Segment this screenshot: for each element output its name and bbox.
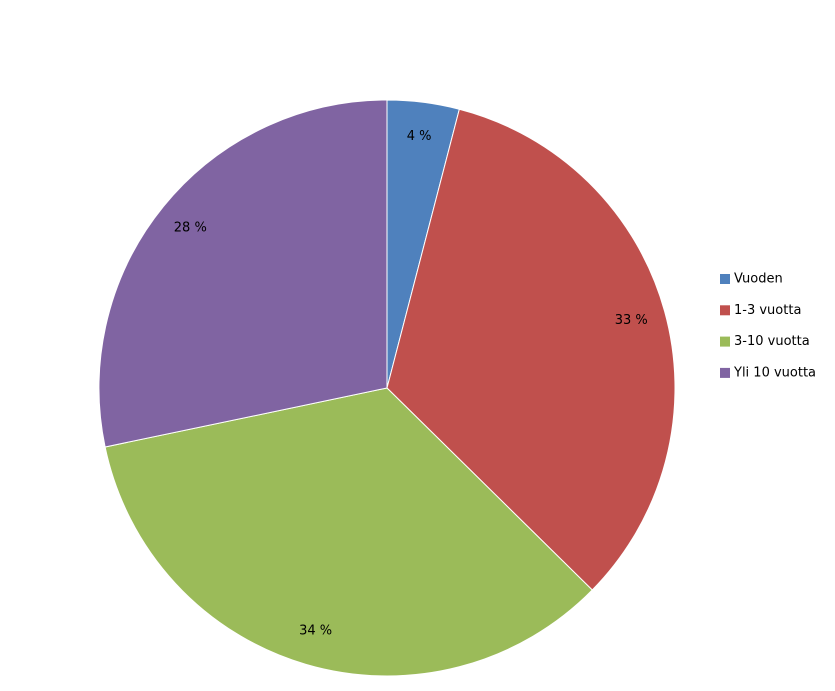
legend-swatch <box>720 305 730 316</box>
data-label: 34 % <box>299 624 332 639</box>
pie-slice <box>386 108 676 591</box>
data-label: 28 % <box>174 221 207 236</box>
legend-label: Vuoden <box>734 272 783 287</box>
data-label: 4 % <box>407 129 432 144</box>
data-label: 33 % <box>615 313 648 328</box>
pie-slice <box>104 387 593 677</box>
legend-label: Yli 10 vuotta <box>733 365 816 380</box>
legend-swatch <box>720 367 730 378</box>
legend-swatch <box>720 274 730 284</box>
legend-label: 3-10 vuotta <box>734 334 810 349</box>
legend-swatch <box>720 336 730 347</box>
legend-label: 1-3 vuotta <box>734 303 801 318</box>
pie-slice <box>98 99 388 448</box>
